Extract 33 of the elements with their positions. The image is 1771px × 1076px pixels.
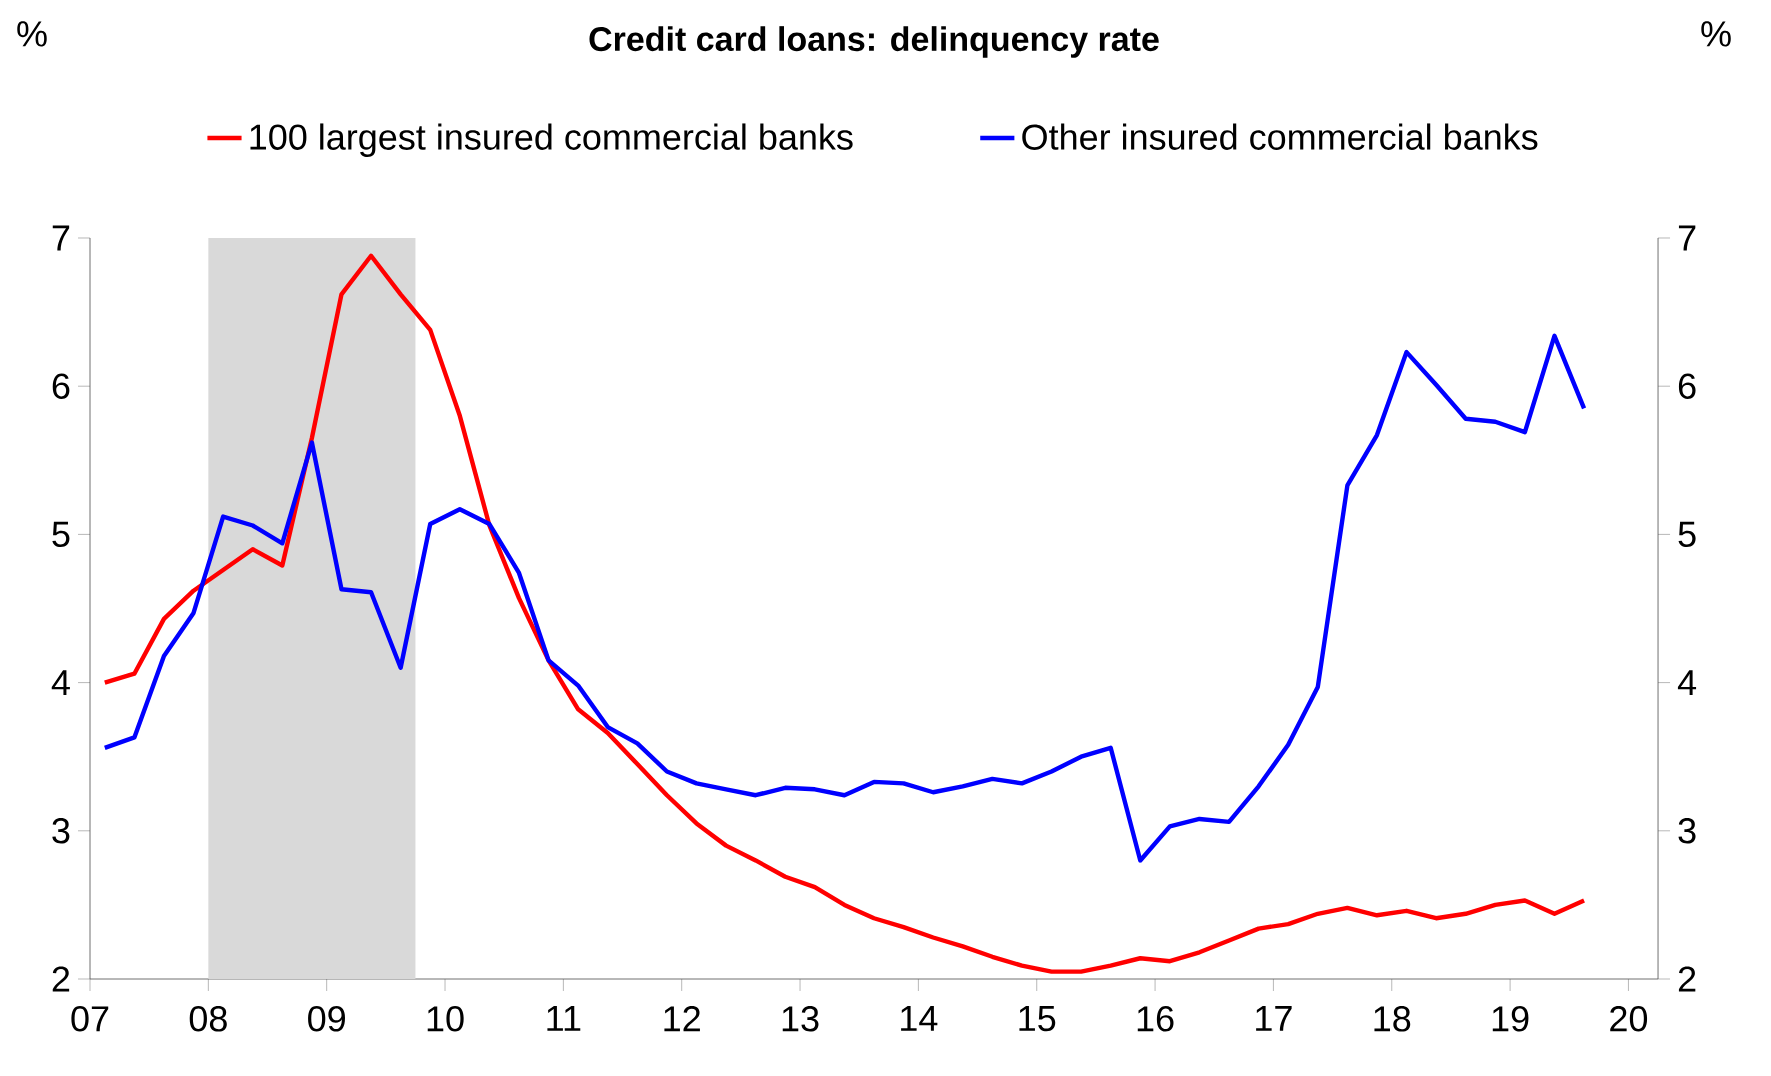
legend-label: 100 largest insured commercial banks	[250, 123, 853, 157]
y-tick-label: 6	[52, 373, 70, 399]
y-axis-title: %	[17, 21, 47, 47]
x-tick-label: 15	[1019, 1006, 1056, 1032]
x-tick-label: 19	[1492, 1006, 1529, 1032]
legend-label: Other insured commercial banks	[1022, 123, 1538, 150]
y2-tick-label: 2	[1678, 966, 1696, 992]
x-tick-label: 14	[901, 1006, 938, 1031]
x-tick-label: 17	[1256, 1006, 1292, 1031]
x-tick-label: 13	[782, 1006, 819, 1032]
chart-title: Credit card loans: delinquency rate	[589, 26, 1159, 58]
y2-axis-title: %	[1701, 21, 1731, 47]
y2-tick-label: 5	[1678, 521, 1696, 547]
x-tick-label: 20	[1610, 1006, 1648, 1032]
x-tick-label: 18	[1374, 1006, 1411, 1032]
line-series	[102, 333, 1587, 863]
y-tick-label: 2	[52, 966, 70, 992]
y2-tick-label: 6	[1678, 373, 1696, 399]
x-tick-label: 10	[427, 1006, 464, 1032]
y-tick-label: 7	[52, 225, 70, 251]
x-tick-label: 07	[71, 1006, 109, 1032]
x-tick-label: 12	[664, 1006, 700, 1032]
x-tick-label: 16	[1137, 1006, 1174, 1032]
y2-tick-label: 4	[1677, 670, 1697, 695]
x-tick-label: 09	[308, 1006, 345, 1032]
x-tick-label: 11	[547, 1006, 581, 1031]
y2-tick-label: 7	[1678, 225, 1696, 251]
y-tick-label: 4	[51, 670, 70, 695]
line-series	[102, 253, 1587, 974]
y2-tick-label: 3	[1678, 818, 1696, 844]
y-tick-label: 3	[52, 818, 70, 844]
y-tick-label: 5	[52, 521, 70, 547]
x-tick-label: 08	[189, 1006, 227, 1032]
